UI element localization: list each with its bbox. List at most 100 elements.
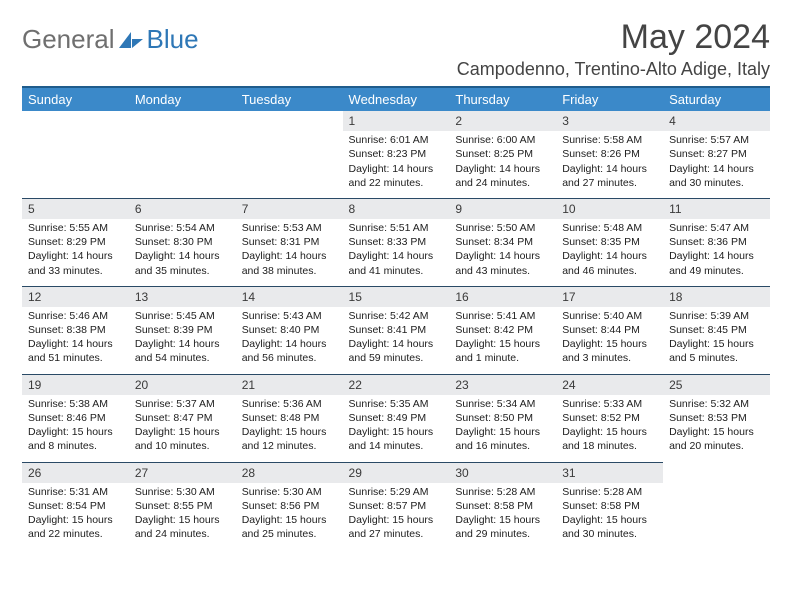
- sunset-line: Sunset: 8:50 PM: [455, 411, 550, 425]
- calendar-cell: 15Sunrise: 5:42 AMSunset: 8:41 PMDayligh…: [343, 286, 450, 374]
- sunset-line: Sunset: 8:49 PM: [349, 411, 444, 425]
- daylight-line: Daylight: 15 hours and 1 minute.: [455, 337, 550, 365]
- sunrise-line: Sunrise: 5:57 AM: [669, 133, 764, 147]
- day-number: 7: [236, 199, 343, 219]
- calendar-cell: [129, 111, 236, 198]
- daylight-line: Daylight: 15 hours and 5 minutes.: [669, 337, 764, 365]
- calendar-cell: 26Sunrise: 5:31 AMSunset: 8:54 PMDayligh…: [22, 462, 129, 549]
- sunrise-line: Sunrise: 5:55 AM: [28, 221, 123, 235]
- sunrise-line: Sunrise: 5:50 AM: [455, 221, 550, 235]
- sunrise-line: Sunrise: 6:00 AM: [455, 133, 550, 147]
- daylight-line: Daylight: 14 hours and 30 minutes.: [669, 162, 764, 190]
- sunrise-line: Sunrise: 5:31 AM: [28, 485, 123, 499]
- calendar-cell: 14Sunrise: 5:43 AMSunset: 8:40 PMDayligh…: [236, 286, 343, 374]
- calendar-row: 5Sunrise: 5:55 AMSunset: 8:29 PMDaylight…: [22, 198, 770, 286]
- sunset-line: Sunset: 8:33 PM: [349, 235, 444, 249]
- sunset-line: Sunset: 8:47 PM: [135, 411, 230, 425]
- calendar-cell: 16Sunrise: 5:41 AMSunset: 8:42 PMDayligh…: [449, 286, 556, 374]
- day-number: 2: [449, 111, 556, 131]
- calendar-row: 12Sunrise: 5:46 AMSunset: 8:38 PMDayligh…: [22, 286, 770, 374]
- daylight-line: Daylight: 15 hours and 16 minutes.: [455, 425, 550, 453]
- daylight-line: Daylight: 14 hours and 43 minutes.: [455, 249, 550, 277]
- day-number: 12: [22, 287, 129, 307]
- sunrise-line: Sunrise: 5:29 AM: [349, 485, 444, 499]
- daylight-line: Daylight: 15 hours and 22 minutes.: [28, 513, 123, 541]
- sunrise-line: Sunrise: 5:51 AM: [349, 221, 444, 235]
- sunrise-line: Sunrise: 5:47 AM: [669, 221, 764, 235]
- sunrise-line: Sunrise: 5:30 AM: [242, 485, 337, 499]
- sunset-line: Sunset: 8:40 PM: [242, 323, 337, 337]
- calendar-cell: 12Sunrise: 5:46 AMSunset: 8:38 PMDayligh…: [22, 286, 129, 374]
- sunset-line: Sunset: 8:56 PM: [242, 499, 337, 513]
- calendar-table: SundayMondayTuesdayWednesdayThursdayFrid…: [22, 88, 770, 549]
- day-number: 22: [343, 375, 450, 395]
- daylight-line: Daylight: 15 hours and 30 minutes.: [562, 513, 657, 541]
- brand-part2: Blue: [147, 24, 199, 55]
- calendar: SundayMondayTuesdayWednesdayThursdayFrid…: [22, 86, 770, 549]
- day-number: 21: [236, 375, 343, 395]
- day-number: 20: [129, 375, 236, 395]
- sunrise-line: Sunrise: 5:45 AM: [135, 309, 230, 323]
- weekday-header: Wednesday: [343, 88, 450, 111]
- calendar-cell: 29Sunrise: 5:29 AMSunset: 8:57 PMDayligh…: [343, 462, 450, 549]
- sunset-line: Sunset: 8:35 PM: [562, 235, 657, 249]
- day-number: 31: [556, 463, 663, 483]
- day-number: 1: [343, 111, 450, 131]
- day-number: 13: [129, 287, 236, 307]
- sunset-line: Sunset: 8:41 PM: [349, 323, 444, 337]
- sunrise-line: Sunrise: 5:38 AM: [28, 397, 123, 411]
- sunset-line: Sunset: 8:46 PM: [28, 411, 123, 425]
- daylight-line: Daylight: 15 hours and 20 minutes.: [669, 425, 764, 453]
- sunrise-line: Sunrise: 5:28 AM: [455, 485, 550, 499]
- sunset-line: Sunset: 8:30 PM: [135, 235, 230, 249]
- calendar-cell: 11Sunrise: 5:47 AMSunset: 8:36 PMDayligh…: [663, 198, 770, 286]
- sunrise-line: Sunrise: 5:37 AM: [135, 397, 230, 411]
- sunset-line: Sunset: 8:55 PM: [135, 499, 230, 513]
- day-number: 18: [663, 287, 770, 307]
- daylight-line: Daylight: 14 hours and 38 minutes.: [242, 249, 337, 277]
- sunset-line: Sunset: 8:34 PM: [455, 235, 550, 249]
- sunset-line: Sunset: 8:26 PM: [562, 147, 657, 161]
- day-number: 6: [129, 199, 236, 219]
- daylight-line: Daylight: 15 hours and 24 minutes.: [135, 513, 230, 541]
- calendar-row: 26Sunrise: 5:31 AMSunset: 8:54 PMDayligh…: [22, 462, 770, 549]
- calendar-cell: 5Sunrise: 5:55 AMSunset: 8:29 PMDaylight…: [22, 198, 129, 286]
- sunrise-line: Sunrise: 5:58 AM: [562, 133, 657, 147]
- calendar-cell: 4 Sunrise: 5:57 AMSunset: 8:27 PMDaylight…: [663, 111, 770, 198]
- sunrise-line: Sunrise: 5:35 AM: [349, 397, 444, 411]
- weekday-header: Friday: [556, 88, 663, 111]
- sunset-line: Sunset: 8:54 PM: [28, 499, 123, 513]
- day-number: 30: [449, 463, 556, 483]
- calendar-cell: 18Sunrise: 5:39 AMSunset: 8:45 PMDayligh…: [663, 286, 770, 374]
- daylight-line: Daylight: 14 hours and 22 minutes.: [349, 162, 444, 190]
- sunset-line: Sunset: 8:25 PM: [455, 147, 550, 161]
- weekday-row: SundayMondayTuesdayWednesdayThursdayFrid…: [22, 88, 770, 111]
- day-number: 28: [236, 463, 343, 483]
- day-number: 19: [22, 375, 129, 395]
- calendar-cell: 7Sunrise: 5:53 AMSunset: 8:31 PMDaylight…: [236, 198, 343, 286]
- sunrise-line: Sunrise: 5:30 AM: [135, 485, 230, 499]
- calendar-body: 1Sunrise: 6:01 AMSunset: 8:23 PMDaylight…: [22, 111, 770, 549]
- sunset-line: Sunset: 8:52 PM: [562, 411, 657, 425]
- calendar-cell: 9Sunrise: 5:50 AMSunset: 8:34 PMDaylight…: [449, 198, 556, 286]
- calendar-cell: 23Sunrise: 5:34 AMSunset: 8:50 PMDayligh…: [449, 374, 556, 462]
- calendar-cell: 19Sunrise: 5:38 AMSunset: 8:46 PMDayligh…: [22, 374, 129, 462]
- daylight-line: Daylight: 14 hours and 24 minutes.: [455, 162, 550, 190]
- day-number: 4: [663, 111, 770, 131]
- sunset-line: Sunset: 8:45 PM: [669, 323, 764, 337]
- day-number: 25: [663, 375, 770, 395]
- sunrise-line: Sunrise: 5:48 AM: [562, 221, 657, 235]
- calendar-cell: 6Sunrise: 5:54 AMSunset: 8:30 PMDaylight…: [129, 198, 236, 286]
- calendar-cell: 22Sunrise: 5:35 AMSunset: 8:49 PMDayligh…: [343, 374, 450, 462]
- sunset-line: Sunset: 8:36 PM: [669, 235, 764, 249]
- daylight-line: Daylight: 15 hours and 25 minutes.: [242, 513, 337, 541]
- sunset-line: Sunset: 8:38 PM: [28, 323, 123, 337]
- sunset-line: Sunset: 8:27 PM: [669, 147, 764, 161]
- daylight-line: Daylight: 15 hours and 10 minutes.: [135, 425, 230, 453]
- day-number: 17: [556, 287, 663, 307]
- daylight-line: Daylight: 15 hours and 12 minutes.: [242, 425, 337, 453]
- brand-logo: General Blue: [22, 18, 199, 55]
- sunset-line: Sunset: 8:29 PM: [28, 235, 123, 249]
- sunset-line: Sunset: 8:53 PM: [669, 411, 764, 425]
- daylight-line: Daylight: 15 hours and 27 minutes.: [349, 513, 444, 541]
